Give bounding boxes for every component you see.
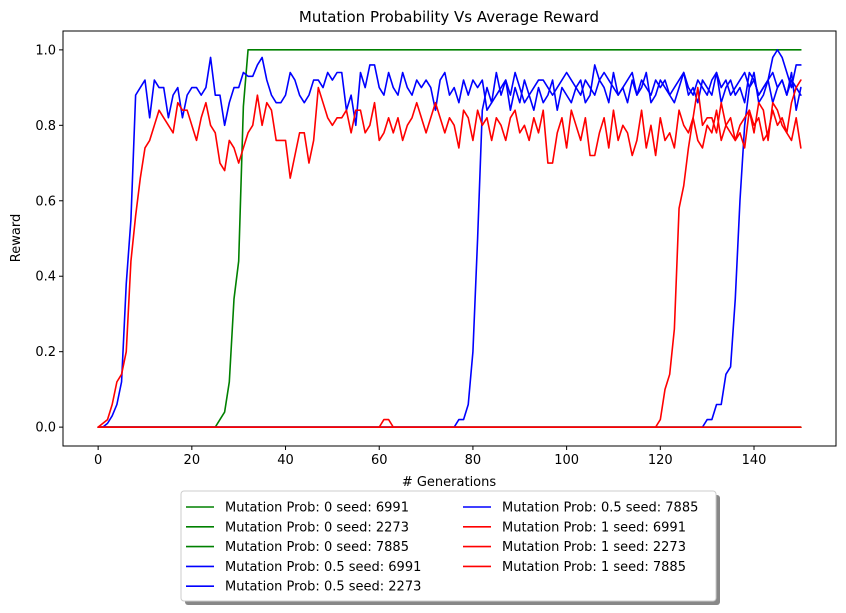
- y-tick-label: 0.2: [35, 345, 56, 360]
- legend-label: Mutation Prob: 1 seed: 6991: [502, 520, 686, 535]
- series-line-8: [97, 79, 802, 428]
- legend-label: Mutation Prob: 1 seed: 2273: [502, 540, 686, 555]
- legend-label: Mutation Prob: 1 seed: 7885: [502, 560, 686, 575]
- plot-area: [62, 30, 837, 447]
- legend-label: Mutation Prob: 0.5 seed: 7885: [502, 501, 698, 516]
- series-line-6: [97, 86, 802, 428]
- x-axis-label: # Generations: [402, 475, 497, 490]
- legend-item: Mutation Prob: 0.5 seed: 7885: [463, 501, 698, 516]
- y-tick-label: 0.6: [35, 194, 56, 209]
- legend-item: Mutation Prob: 0 seed: 6991: [186, 501, 409, 516]
- x-tick-label: 100: [554, 453, 579, 468]
- y-axis-label: Reward: [9, 214, 24, 262]
- x-tick-label: 60: [371, 453, 388, 468]
- y-tick-label: 0.8: [35, 119, 56, 134]
- legend-item: Mutation Prob: 0.5 seed: 2273: [186, 580, 421, 595]
- legend-items: Mutation Prob: 0 seed: 6991 Mutation Prob…: [186, 501, 698, 595]
- legend-item: Mutation Prob: 1 seed: 6991: [463, 520, 686, 535]
- x-tick-label: 0: [94, 453, 102, 468]
- legend-item: Mutation Prob: 0.5 seed: 6991: [186, 560, 421, 575]
- x-tick-label: 140: [742, 453, 767, 468]
- series-group: [97, 49, 802, 428]
- y-tick-label: 0.0: [35, 421, 56, 436]
- legend-label: Mutation Prob: 0 seed: 2273: [225, 520, 409, 535]
- y-tick-label: 0.4: [35, 270, 56, 285]
- legend: Mutation Prob: 0 seed: 6991 Mutation Prob…: [180, 490, 720, 605]
- x-tick-label: 40: [277, 453, 294, 468]
- legend-item: Mutation Prob: 1 seed: 7885: [463, 560, 686, 575]
- x-tick-label: 80: [465, 453, 482, 468]
- legend-item: Mutation Prob: 0 seed: 2273: [186, 520, 409, 535]
- chart-title: Mutation Probability Vs Average Reward: [299, 8, 599, 26]
- series-line-5: [97, 49, 802, 428]
- legend-item: Mutation Prob: 1 seed: 2273: [463, 540, 686, 555]
- series-line-4: [97, 64, 802, 428]
- legend-box: [180, 490, 717, 602]
- x-tick-label: 20: [184, 453, 201, 468]
- y-axis: 0.0 0.2 0.4 0.6 0.8 1.0: [35, 43, 63, 436]
- x-tick-label: 120: [648, 453, 673, 468]
- series-line-0: [97, 49, 802, 428]
- legend-label: Mutation Prob: 0 seed: 7885: [225, 540, 409, 555]
- y-tick-label: 1.0: [35, 43, 56, 58]
- legend-label: Mutation Prob: 0.5 seed: 6991: [225, 560, 421, 575]
- x-axis: 0 20 40 60 80 100 120 140: [94, 446, 766, 468]
- legend-item: Mutation Prob: 0 seed: 7885: [186, 540, 409, 555]
- legend-label: Mutation Prob: 0 seed: 6991: [225, 501, 409, 516]
- legend-label: Mutation Prob: 0.5 seed: 2273: [225, 580, 421, 595]
- plot-frame: [62, 30, 837, 447]
